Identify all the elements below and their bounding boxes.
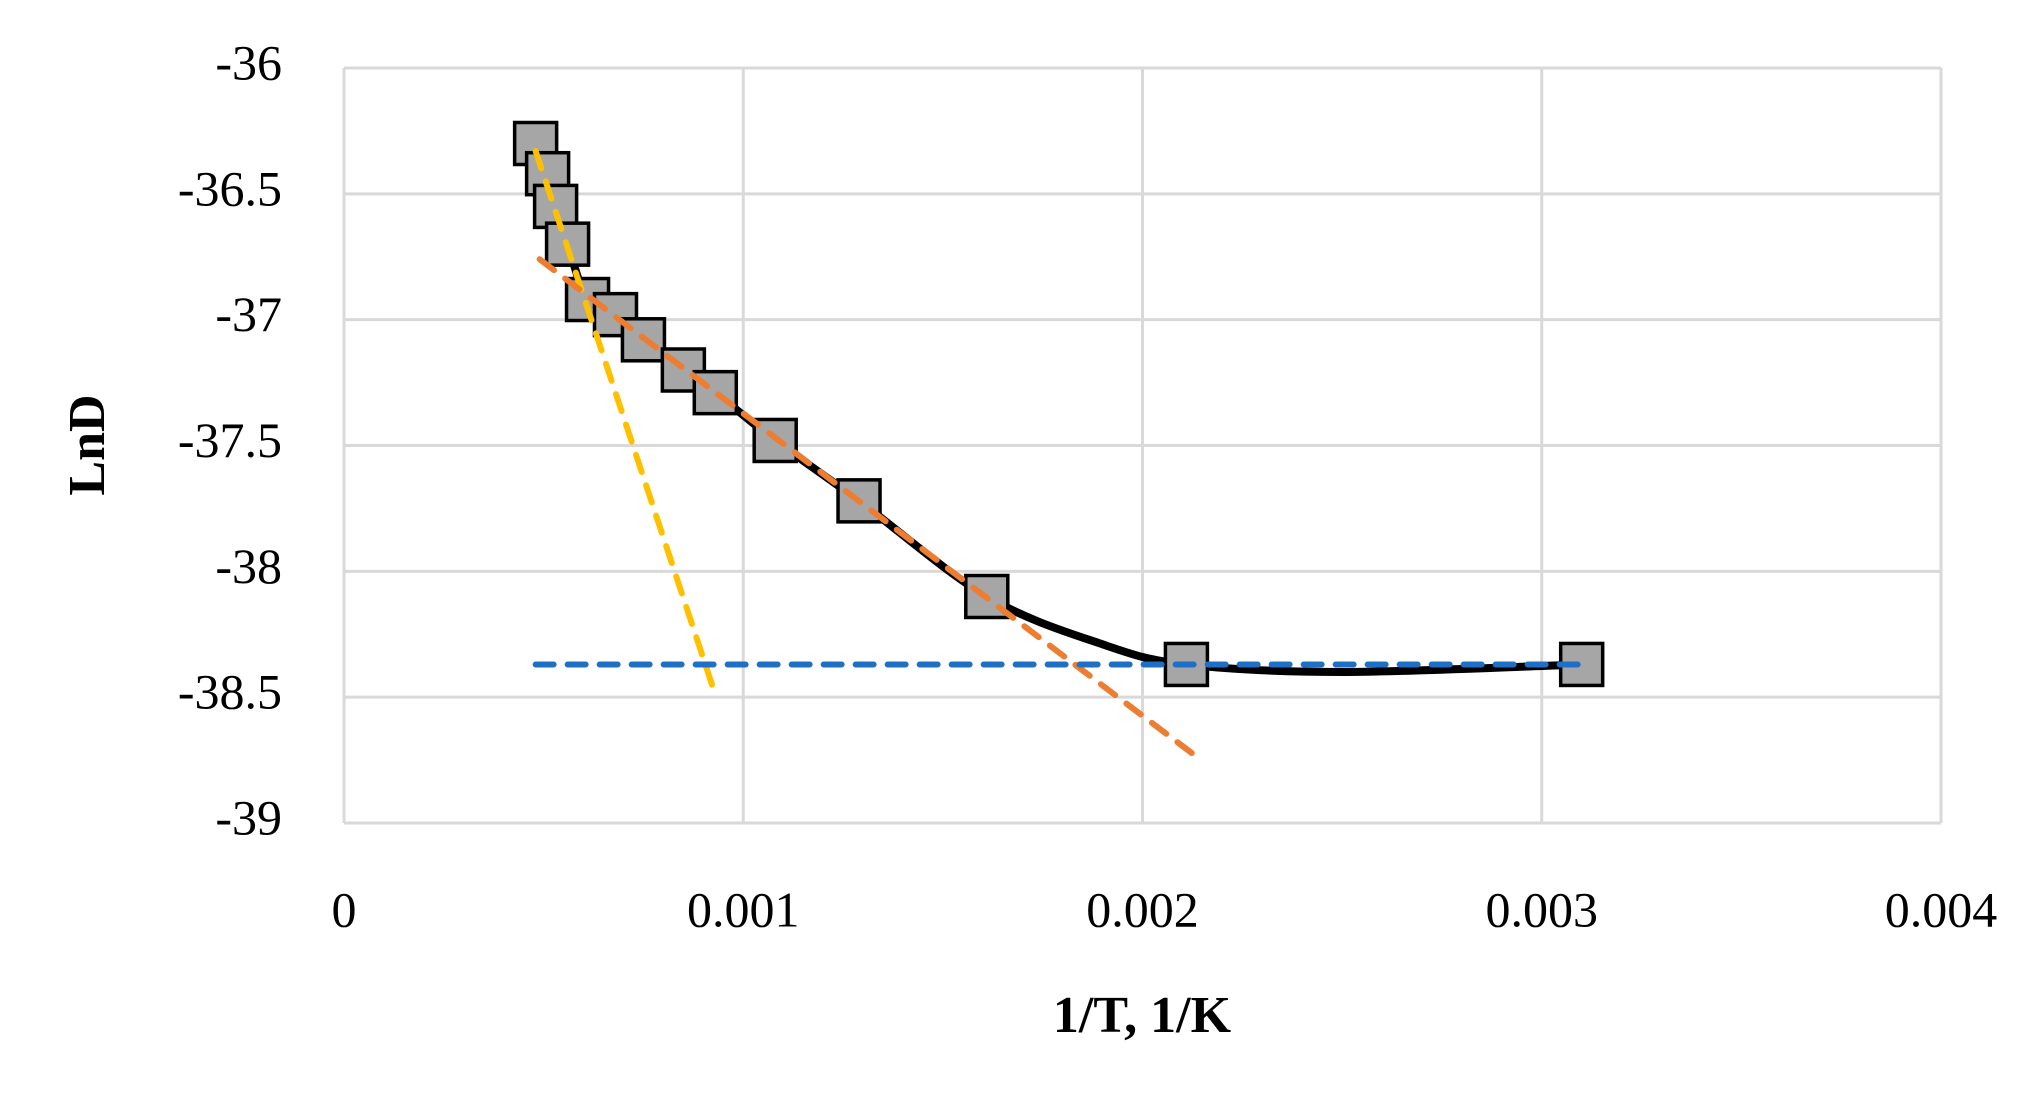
data-point [544, 221, 591, 267]
data-point [532, 183, 579, 230]
x-tick-label: 0.003 [1486, 881, 1599, 937]
y-tick-label: -39 [215, 789, 282, 845]
y-tick-label: -37 [215, 286, 282, 342]
x-tick-label: 0.004 [1885, 881, 1998, 937]
data-point [692, 369, 739, 416]
y-tick-label: -37.5 [178, 412, 282, 468]
x-tick-label: 0 [332, 881, 357, 937]
fit-curve [531, 139, 1586, 677]
y-tick-label: -38.5 [178, 664, 282, 720]
trend-line [532, 148, 719, 698]
y-tick-label: -36 [215, 34, 282, 90]
x-tick-label: 0.001 [687, 881, 800, 937]
y-axis-title: LnD [59, 394, 116, 495]
y-tick-label: -38 [215, 538, 282, 594]
x-axis-title: 1/T, 1/K [1053, 987, 1232, 1044]
y-tick-label: -36.5 [178, 160, 282, 216]
x-tick-label: 0.002 [1086, 881, 1199, 937]
trend-line [536, 256, 1198, 759]
